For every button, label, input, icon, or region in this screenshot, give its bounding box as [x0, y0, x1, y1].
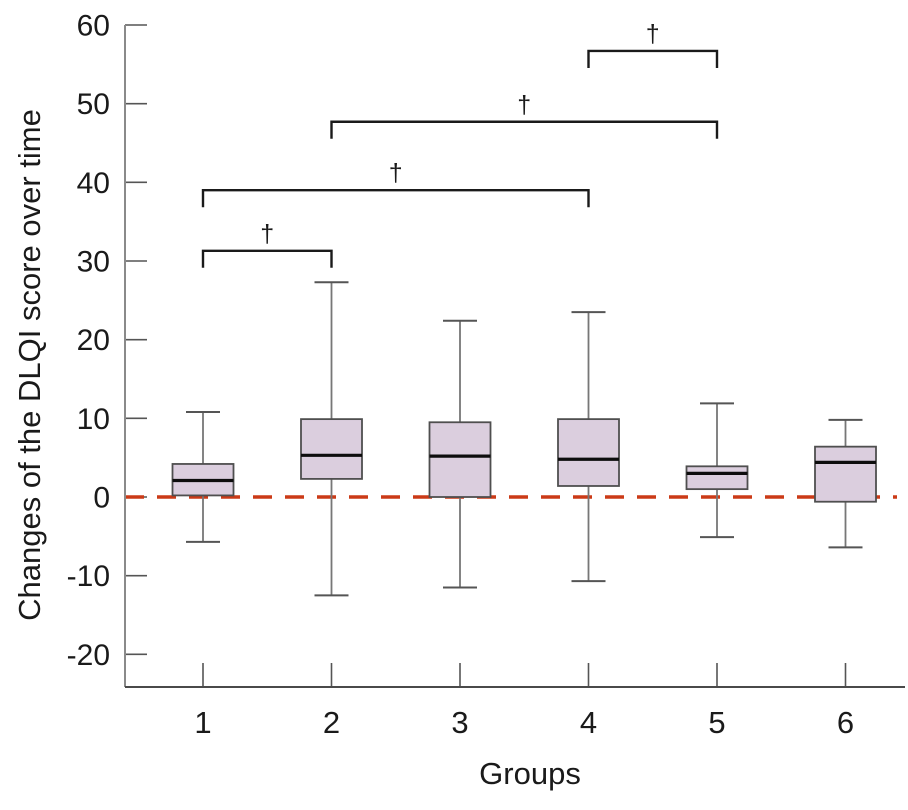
x-tick-label-1: 1	[194, 705, 211, 740]
x-tick-label-2: 2	[323, 705, 340, 740]
y-tick-label-50: 50	[77, 88, 110, 121]
box-rect-group-3	[428, 421, 492, 498]
bracket-path-1-2	[201, 249, 333, 268]
significance-bracket-1-4: †	[201, 159, 590, 208]
x-tick-label-4: 4	[580, 705, 597, 740]
y-axis-title: Changes of the DLQI score over time	[12, 109, 47, 621]
y-tick-label-20: 20	[77, 324, 110, 357]
bracket-path-4-5	[587, 49, 719, 68]
box-group-3	[428, 319, 492, 589]
box-group-1	[171, 411, 235, 543]
box-rect-group-2	[300, 418, 363, 480]
box-rect-group-5	[685, 465, 749, 491]
significance-bracket-4-5: †	[587, 20, 719, 68]
box-group-6	[814, 418, 877, 549]
box-rect-group-4	[557, 418, 620, 487]
x-axis-title: Groups	[479, 756, 581, 791]
y-tick-label-10: 10	[77, 403, 110, 436]
dagger-label-4-5: †	[646, 20, 660, 48]
bracket-path-2-5	[330, 120, 719, 139]
y-tick-label-40: 40	[77, 167, 110, 200]
x-tick-label-6: 6	[837, 705, 854, 740]
bracket-path-1-4	[201, 188, 590, 208]
y-tick-label--20: -20	[67, 639, 110, 672]
significance-bracket-2-5: †	[330, 91, 719, 139]
dagger-label-2-5: †	[517, 91, 531, 119]
significance-bracket-1-2: †	[201, 220, 333, 268]
box-group-5	[685, 402, 749, 539]
x-tick-label-3: 3	[451, 705, 468, 740]
y-tick-label-30: 30	[77, 245, 110, 278]
y-tick-label--10: -10	[67, 560, 110, 593]
box-group-2	[300, 281, 363, 597]
x-tick-label-5: 5	[708, 705, 725, 740]
dagger-label-1-4: †	[389, 159, 403, 187]
y-tick-label-60: 60	[77, 9, 110, 42]
dagger-label-1-2: †	[260, 220, 274, 248]
series-layer: 60 50 40 30 20 10 0 -10 -20 1 2 3 4 5 6 † † † †	[67, 9, 897, 740]
box-group-4	[557, 311, 620, 583]
box-rect-group-6	[814, 445, 877, 503]
y-tick-label-0: 0	[93, 482, 110, 515]
